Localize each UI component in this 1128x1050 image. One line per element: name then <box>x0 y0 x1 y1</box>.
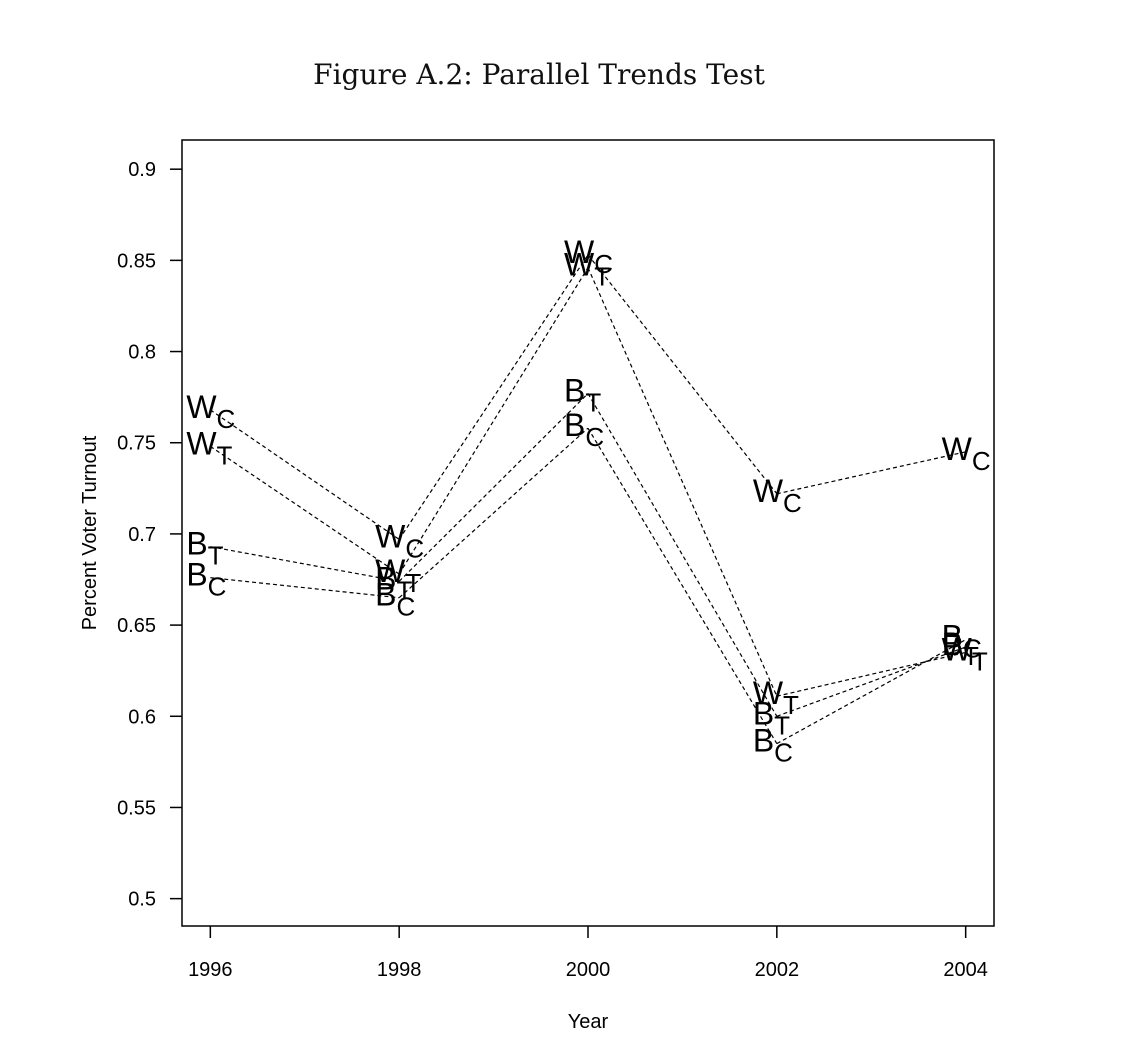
series-segment-bt <box>587 393 778 717</box>
point-label-subscript: T <box>594 262 610 292</box>
point-label-base: B <box>186 557 207 593</box>
series-segment-wt <box>209 445 400 575</box>
series-lines <box>209 254 966 745</box>
series-segment-wt <box>587 267 778 697</box>
point-label-bt: BT <box>564 372 601 417</box>
point-label-wt: WT <box>564 247 610 292</box>
point-label-subscript: T <box>783 690 799 720</box>
point-label-subscript: C <box>397 592 416 622</box>
point-label-wc: WC <box>753 473 802 518</box>
point-label-wt: WT <box>186 425 232 470</box>
y-tick-label: 0.6 <box>128 706 156 728</box>
point-label-subscript: C <box>783 488 802 518</box>
point-label-bc: BC <box>375 577 415 622</box>
point-label-base: B <box>753 695 774 731</box>
point-label-bt: BT <box>753 695 790 740</box>
point-label-subscript: T <box>972 646 988 676</box>
y-tick-label: 0.65 <box>117 615 156 637</box>
series-segment-bt <box>210 546 400 582</box>
point-label-base: B <box>564 372 585 408</box>
x-tick-label: 1998 <box>377 959 422 981</box>
point-label-subscript: T <box>585 387 601 417</box>
point-label-base: B <box>375 577 396 613</box>
point-label-subscript: T <box>963 641 979 671</box>
y-axis-title: Percent Voter Turnout <box>79 435 101 630</box>
point-label-bc: BC <box>942 619 982 664</box>
point-label-subscript: C <box>972 446 991 476</box>
point-label-subscript: C <box>774 738 793 768</box>
series-segment-wc <box>398 254 589 540</box>
point-label-base: W <box>942 431 973 467</box>
point-label-wc: WC <box>564 234 613 279</box>
y-tick-label: 0.85 <box>117 250 156 272</box>
x-tick-label: 2002 <box>755 959 800 981</box>
point-label-bc: BC <box>186 557 226 602</box>
point-label-wt: WT <box>375 553 421 598</box>
point-label-wt: WT <box>942 631 988 676</box>
point-label-bc: BC <box>753 723 793 768</box>
point-label-base: W <box>753 675 784 711</box>
series-segment-bt <box>398 393 589 582</box>
point-label-base: W <box>375 553 406 589</box>
series-segment-wt <box>776 651 966 697</box>
point-label-subscript: T <box>217 440 233 470</box>
point-label-base: B <box>375 560 396 596</box>
series-segment-wc <box>776 451 966 495</box>
point-label-bc: BC <box>564 407 604 452</box>
point-label-base: W <box>564 234 595 270</box>
point-label-bt: BT <box>942 626 979 671</box>
point-label-base: B <box>564 407 585 443</box>
point-label-base: W <box>942 631 973 667</box>
y-tick-label: 0.55 <box>117 797 156 819</box>
y-tick-label: 0.9 <box>128 159 156 181</box>
point-label-base: B <box>186 526 207 562</box>
point-label-subscript: T <box>208 541 224 571</box>
axes: 0.5 0.55 0.6 0.65 0.7 0.75 0.8 0.85 0.9 1996 1998 2… <box>117 159 988 981</box>
series-segment-wc <box>587 254 778 495</box>
point-label-subscript: C <box>585 422 604 452</box>
point-label-subscript: C <box>405 533 424 563</box>
point-label-base: B <box>942 626 963 662</box>
point-label-base: W <box>753 473 784 509</box>
point-label-bt: BT <box>186 526 223 571</box>
point-label-subscript: C <box>963 634 982 664</box>
point-label-wc: WC <box>942 431 991 476</box>
series-segment-bc <box>587 427 778 744</box>
point-label-subscript: T <box>774 710 790 740</box>
series-segment-bc <box>776 639 966 745</box>
y-tick-label: 0.7 <box>128 524 156 546</box>
point-label-base: W <box>186 389 217 425</box>
series-segment-wt <box>398 267 589 575</box>
point-label-subscript: C <box>594 249 613 279</box>
figure-caption: Figure A.2: Parallel Trends Test <box>313 58 765 91</box>
point-label-wc: WC <box>375 518 424 563</box>
point-label-subscript: C <box>217 404 236 434</box>
y-tick-label: 0.8 <box>128 342 156 364</box>
point-label-base: B <box>753 723 774 759</box>
y-tick-label: 0.5 <box>128 889 156 911</box>
point-label-wc: WC <box>186 389 235 434</box>
x-tick-label: 2004 <box>943 959 988 981</box>
point-label-subscript: C <box>208 572 227 602</box>
point-label-wt: WT <box>753 675 799 720</box>
point-label-base: W <box>564 247 595 283</box>
x-axis-title: Year <box>568 1011 609 1033</box>
point-label-base: W <box>186 425 217 461</box>
series-segment-bc <box>398 427 589 599</box>
x-tick-label: 1996 <box>188 959 233 981</box>
point-label-subscript: T <box>405 568 421 598</box>
series-segment-bt <box>776 646 966 717</box>
point-label-base: W <box>375 518 406 554</box>
x-tick-label: 2000 <box>566 959 611 981</box>
y-tick-label: 0.75 <box>117 433 156 455</box>
point-label-bt: BT <box>375 560 412 605</box>
point-label-base: B <box>942 619 963 655</box>
series-segment-bc <box>210 577 400 599</box>
series-segment-wc <box>209 409 400 540</box>
point-label-subscript: T <box>397 575 413 605</box>
